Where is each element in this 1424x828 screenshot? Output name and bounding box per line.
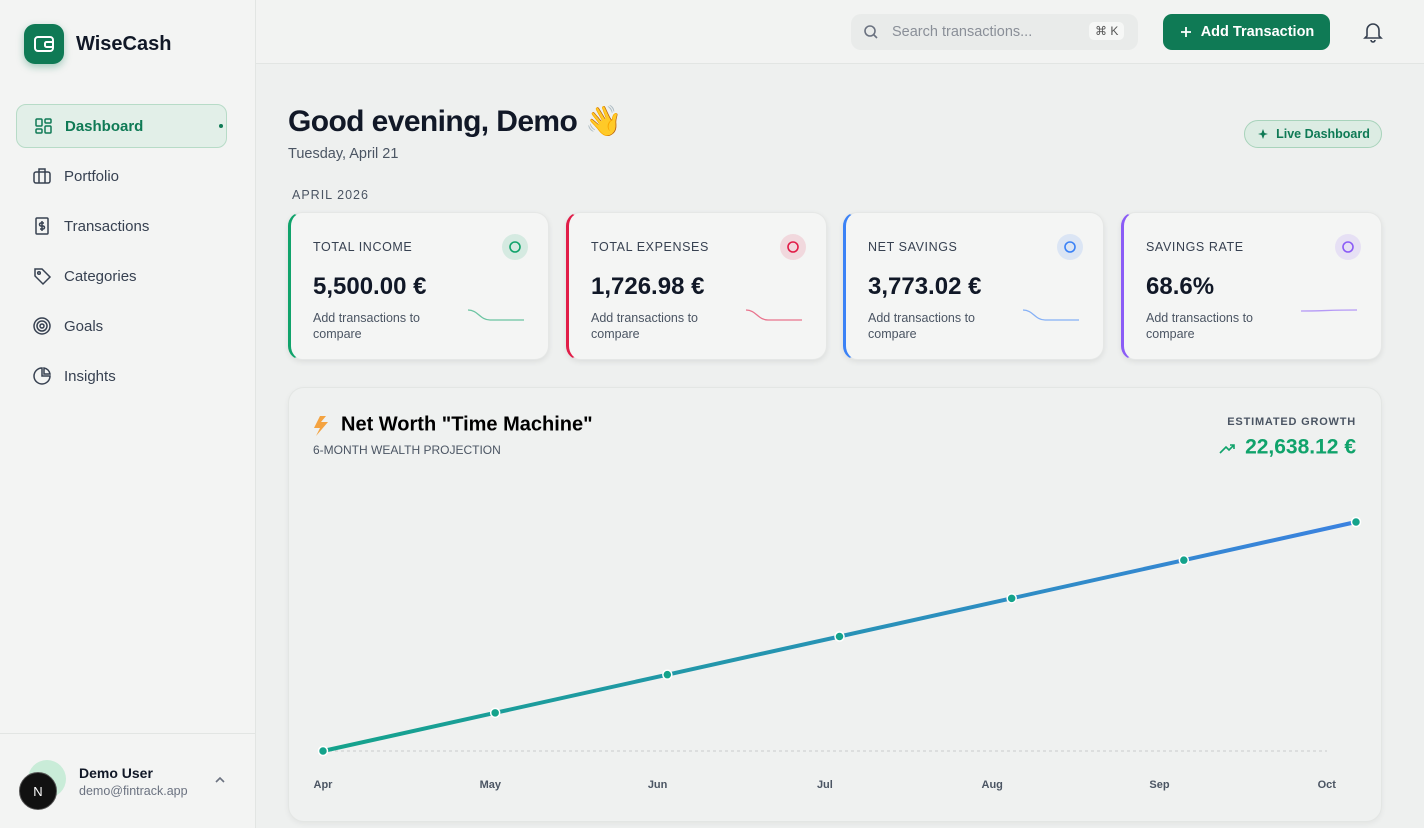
- x-tick-label: Sep: [1149, 779, 1169, 791]
- card-icon: [502, 234, 528, 260]
- card-value: 1,726.98 €: [591, 273, 705, 300]
- sparkline: [467, 308, 524, 329]
- period-label: APRIL 2026: [292, 188, 369, 202]
- top-bar: Search transactions... ⌘ K Add Transacti…: [256, 0, 1424, 64]
- greeting: Good evening, Demo 👋: [288, 105, 622, 138]
- add-transaction-button[interactable]: Add Transaction: [1163, 14, 1330, 50]
- nav-label: Dashboard: [65, 117, 144, 135]
- active-dot: [219, 124, 223, 128]
- data-point: [834, 631, 845, 642]
- user-avatar[interactable]: N: [19, 772, 57, 810]
- badge-label: Live Dashboard: [1276, 127, 1370, 141]
- card-note: Add transactions to compare: [1146, 311, 1254, 341]
- stat-card: SAVINGS RATE 68.6% Add transactions to com…: [1121, 212, 1382, 360]
- x-tick-label: Aug: [982, 779, 1003, 791]
- chart-card: [288, 387, 1382, 822]
- data-point: [662, 669, 673, 680]
- nav-item[interactable]: Goals: [16, 304, 227, 348]
- card-icon: [1335, 234, 1361, 260]
- button-label: Add Transaction: [1200, 24, 1315, 40]
- card-label: TOTAL INCOME: [313, 240, 413, 254]
- data-point: [1350, 516, 1362, 528]
- nav-label: Portfolio: [64, 167, 120, 185]
- live-badge[interactable]: Live Dashboard: [1244, 120, 1382, 148]
- x-tick-label: Jun: [648, 779, 668, 791]
- data-point: [1178, 554, 1190, 566]
- card-icon: [1057, 234, 1083, 260]
- data-point: [1006, 593, 1017, 604]
- growth-value: 22,638.12 €: [1245, 436, 1356, 459]
- card-note: Add transactions to compare: [591, 311, 699, 341]
- user-menu-toggle[interactable]: [213, 775, 227, 785]
- sparkline: [1300, 308, 1358, 329]
- bolt-icon: [314, 416, 328, 436]
- data-point: [489, 707, 501, 719]
- nav-item[interactable]: Portfolio: [16, 154, 227, 198]
- brand-name[interactable]: WiseCash: [76, 33, 172, 55]
- search-box[interactable]: Search transactions... ⌘ K: [851, 14, 1138, 50]
- sparkline: [745, 308, 802, 329]
- user-email: demo@fintrack.app: [79, 784, 188, 798]
- stat-card: TOTAL EXPENSES 1,726.98 € Add transactions…: [566, 212, 827, 360]
- card-icon: [780, 234, 806, 260]
- user-name: Demo User: [79, 765, 153, 781]
- x-tick-label: Jul: [817, 779, 833, 791]
- nav-item[interactable]: Transactions: [16, 204, 227, 248]
- card-value: 68.6%: [1146, 273, 1215, 300]
- x-tick-label: May: [480, 779, 502, 791]
- stat-card: TOTAL INCOME 5,500.00 € Add transactions t…: [288, 212, 549, 360]
- nav-item[interactable]: Insights: [16, 354, 227, 398]
- shortcut-hint: ⌘ K: [1089, 22, 1125, 40]
- sidebar: WiseCash N Demo User demo@fintrack.app D…: [0, 0, 256, 828]
- card-note: Add transactions to compare: [313, 311, 421, 341]
- data-point: [317, 745, 329, 757]
- stat-card: NET SAVINGS 3,773.02 € Add transactions to…: [843, 212, 1104, 360]
- date: Tuesday, April 21: [288, 146, 399, 162]
- growth-icon: [1219, 444, 1235, 454]
- search-placeholder: Search transactions...: [892, 24, 1033, 40]
- nav-label: Goals: [64, 317, 104, 335]
- notifications[interactable]: [1362, 21, 1384, 43]
- card-label: SAVINGS RATE: [1146, 240, 1244, 254]
- card-value: 5,500.00 €: [313, 273, 427, 300]
- nav-item[interactable]: Categories: [16, 254, 227, 298]
- growth-label: ESTIMATED GROWTH: [1227, 416, 1356, 428]
- sparkline: [1022, 308, 1079, 329]
- nav-item[interactable]: Dashboard: [16, 104, 227, 148]
- chart-subtitle: 6-MONTH WEALTH PROJECTION: [313, 443, 501, 457]
- card-label: NET SAVINGS: [868, 240, 958, 254]
- nav-label: Categories: [64, 267, 137, 285]
- nav-label: Transactions: [64, 217, 150, 235]
- x-tick-label: Oct: [1318, 779, 1337, 791]
- card-value: 3,773.02 €: [868, 273, 982, 300]
- x-tick-label: Apr: [314, 779, 334, 791]
- card-note: Add transactions to compare: [868, 311, 976, 341]
- nav-label: Insights: [64, 367, 116, 385]
- card-label: TOTAL EXPENSES: [591, 240, 709, 254]
- chart-title: Net Worth "Time Machine": [341, 413, 593, 435]
- brand-logo: [24, 24, 64, 64]
